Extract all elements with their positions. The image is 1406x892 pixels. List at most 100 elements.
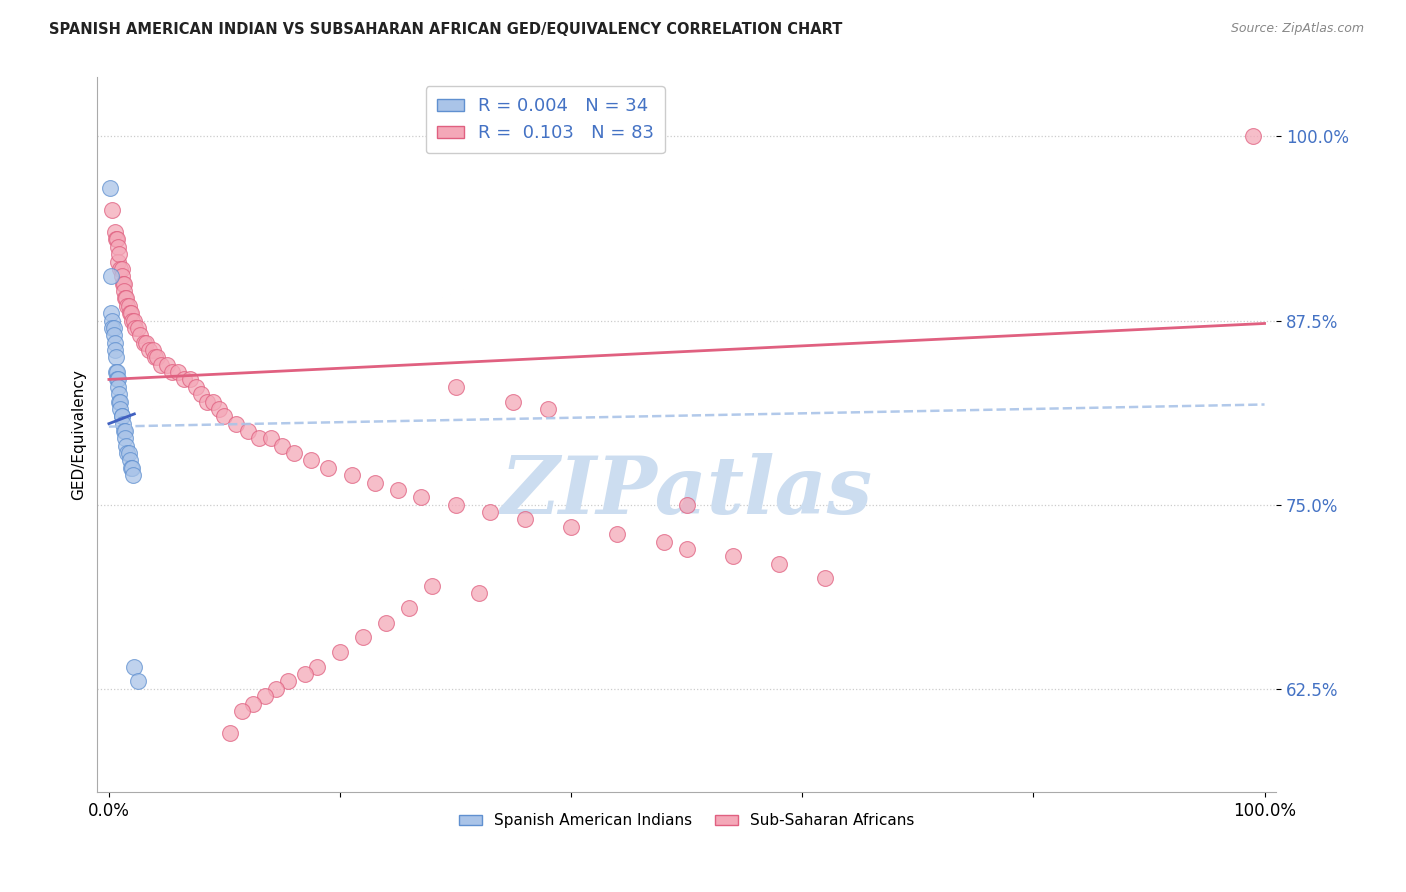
Point — [184, 380, 207, 394]
Point — [104, 365, 127, 379]
Point — [112, 424, 135, 438]
Text: SPANISH AMERICAN INDIAN VS SUBSAHARAN AFRICAN GED/EQUIVALENCY CORRELATION CHART: SPANISH AMERICAN INDIAN VS SUBSAHARAN AF… — [49, 22, 842, 37]
Point — [108, 394, 131, 409]
Point — [124, 321, 146, 335]
Point — [107, 254, 129, 268]
Point — [1241, 129, 1264, 144]
Point — [375, 615, 398, 630]
Point — [105, 372, 128, 386]
Point — [305, 659, 328, 673]
Point — [266, 681, 288, 696]
Point — [107, 380, 129, 394]
Point — [107, 240, 129, 254]
Point — [190, 387, 212, 401]
Point — [299, 453, 322, 467]
Point — [101, 202, 124, 217]
Point — [652, 534, 675, 549]
Point — [104, 351, 127, 365]
Point — [115, 439, 138, 453]
Point — [111, 409, 134, 424]
Point — [156, 358, 179, 372]
Point — [675, 498, 697, 512]
Point — [143, 351, 166, 365]
Point — [271, 439, 294, 453]
Point — [118, 453, 141, 467]
Point — [340, 468, 363, 483]
Point — [108, 247, 131, 261]
Point — [100, 306, 122, 320]
Point — [101, 313, 124, 327]
Point — [768, 557, 790, 571]
Point — [114, 292, 136, 306]
Point — [242, 697, 264, 711]
Point — [135, 335, 157, 350]
Point — [444, 380, 467, 394]
Point — [104, 232, 127, 246]
Point — [121, 313, 143, 327]
Point — [398, 600, 420, 615]
Point — [127, 674, 149, 689]
Point — [162, 365, 184, 379]
Point — [195, 394, 218, 409]
Point — [225, 417, 247, 431]
Point — [814, 571, 837, 585]
Point — [118, 306, 141, 320]
Point — [387, 483, 409, 497]
Text: ZIPatlas: ZIPatlas — [501, 453, 873, 531]
Point — [111, 262, 134, 277]
Point — [110, 262, 132, 277]
Point — [138, 343, 160, 357]
Point — [112, 284, 135, 298]
Point — [260, 431, 283, 445]
Point — [117, 299, 139, 313]
Point — [117, 446, 139, 460]
Point — [124, 313, 146, 327]
Point — [111, 269, 134, 284]
Point — [104, 343, 127, 357]
Point — [110, 401, 132, 416]
Point — [721, 549, 744, 564]
Point — [364, 475, 387, 490]
Point — [294, 667, 316, 681]
Point — [108, 387, 131, 401]
Point — [167, 365, 190, 379]
Point — [231, 704, 253, 718]
Point — [104, 335, 127, 350]
Point — [277, 674, 299, 689]
Point — [467, 586, 489, 600]
Point — [236, 424, 259, 438]
Point — [513, 512, 536, 526]
Point — [352, 630, 374, 644]
Point — [115, 292, 138, 306]
Point — [201, 394, 224, 409]
Point — [103, 328, 125, 343]
Legend: Spanish American Indians, Sub-Saharan Africans: Spanish American Indians, Sub-Saharan Af… — [453, 807, 921, 834]
Point — [121, 460, 143, 475]
Point — [120, 306, 142, 320]
Point — [111, 409, 134, 424]
Point — [114, 424, 136, 438]
Point — [142, 343, 165, 357]
Point — [132, 335, 155, 350]
Point — [208, 401, 231, 416]
Point — [100, 269, 122, 284]
Point — [444, 498, 467, 512]
Point — [117, 446, 139, 460]
Point — [409, 491, 432, 505]
Point — [101, 321, 124, 335]
Point — [111, 277, 134, 291]
Point — [560, 520, 582, 534]
Point — [214, 409, 236, 424]
Point — [173, 372, 195, 386]
Point — [675, 541, 697, 556]
Point — [110, 394, 132, 409]
Point — [502, 394, 524, 409]
Point — [247, 431, 270, 445]
Point — [114, 431, 136, 445]
Point — [105, 232, 128, 246]
Point — [283, 446, 305, 460]
Point — [146, 351, 169, 365]
Point — [149, 358, 172, 372]
Point — [98, 181, 121, 195]
Point — [606, 527, 628, 541]
